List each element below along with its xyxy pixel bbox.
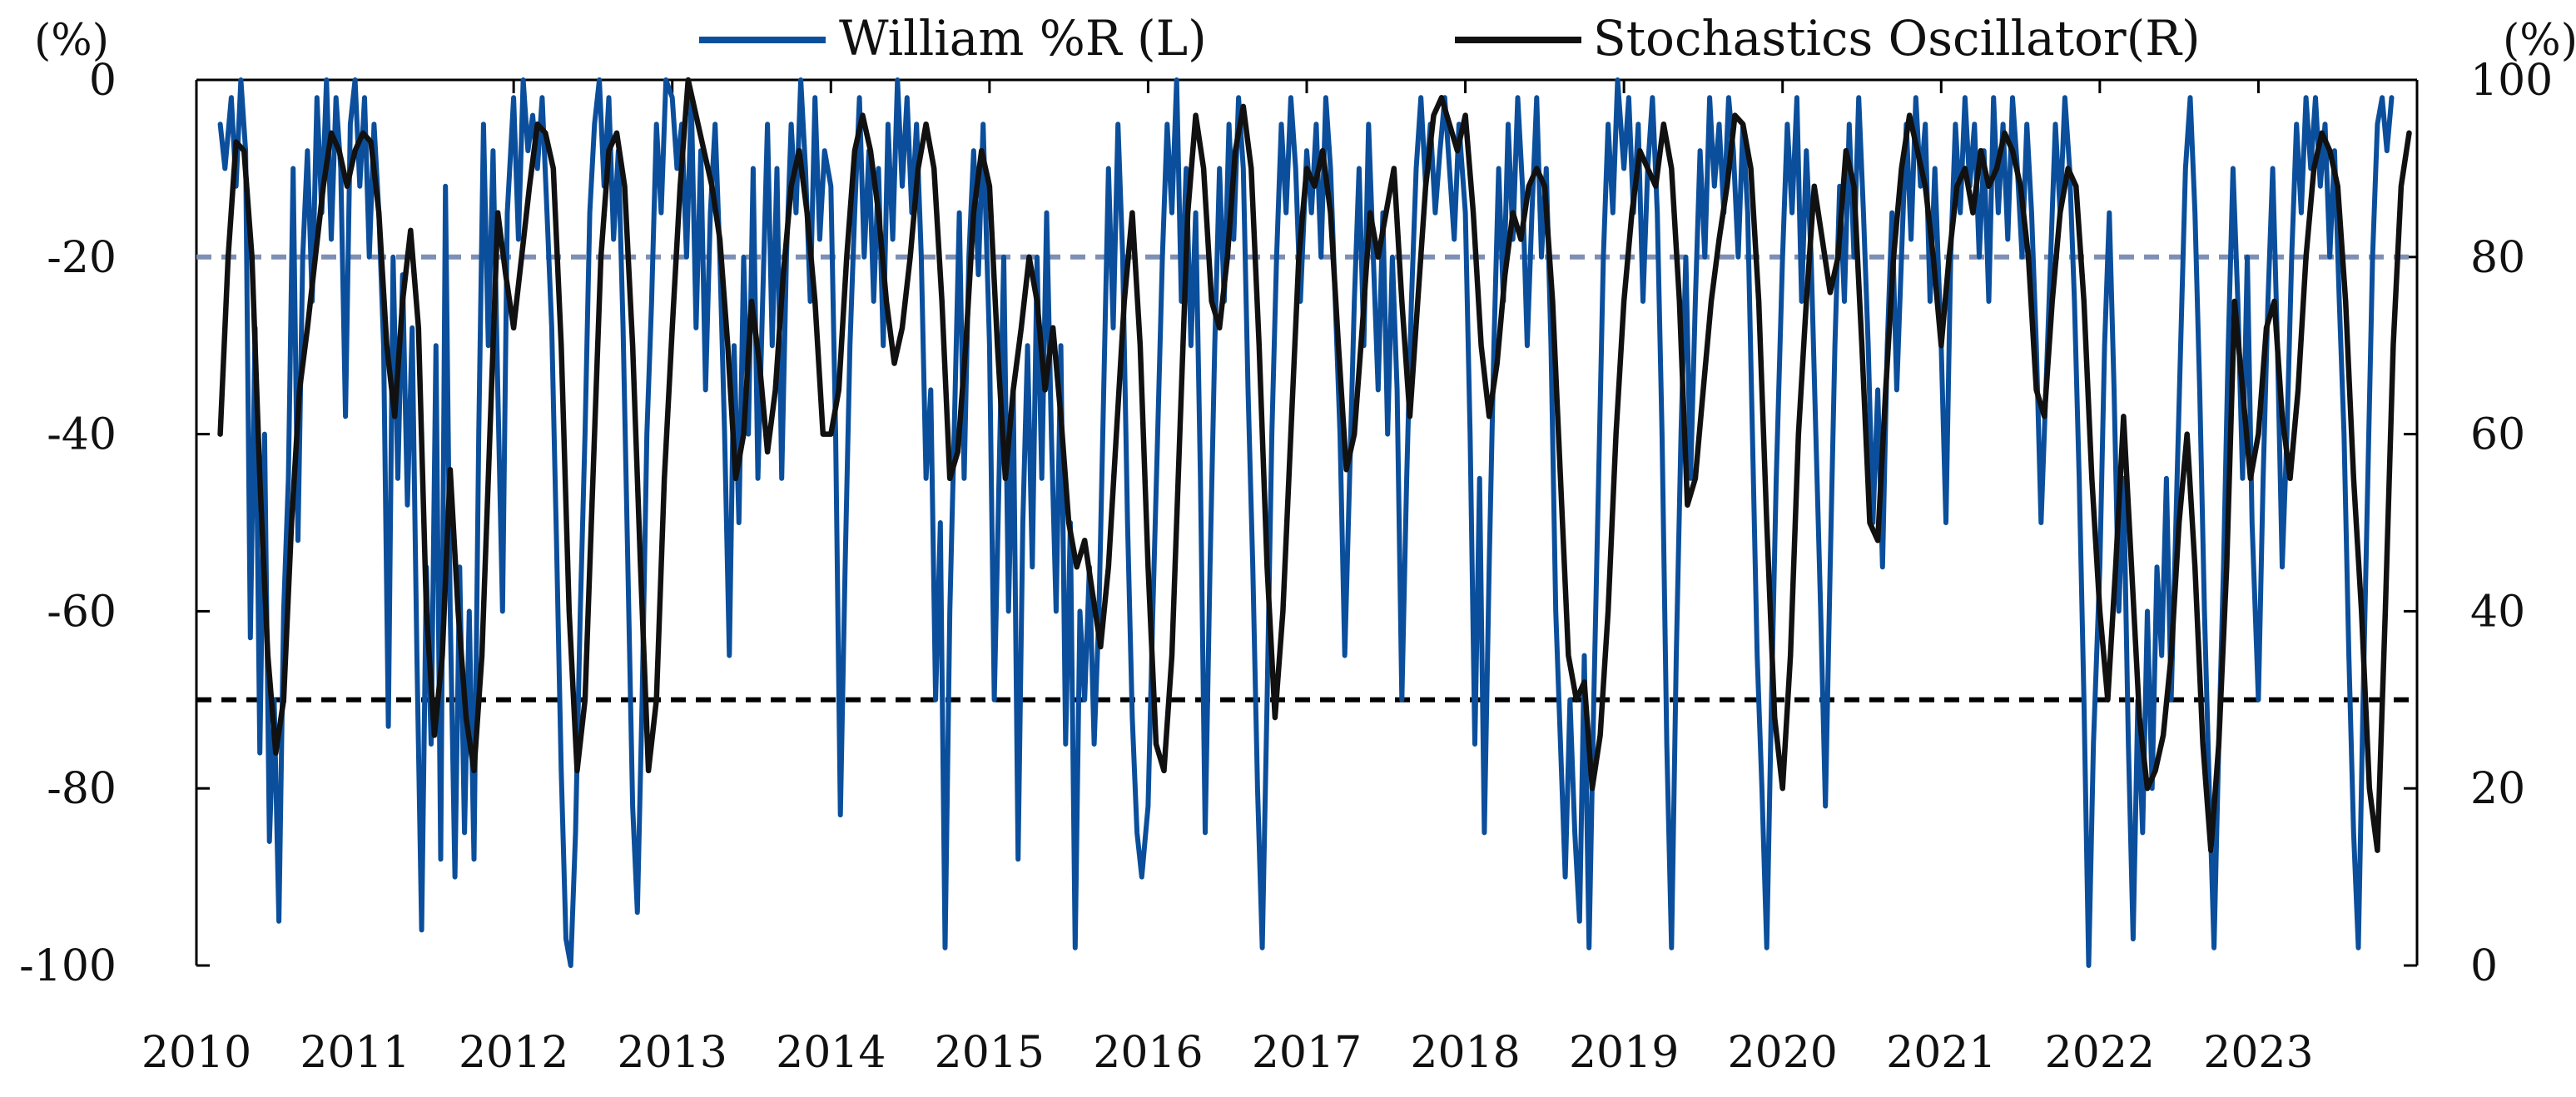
legend-label-william: William %R (L) [839,10,1207,67]
x-tick-label: 2012 [459,1028,568,1078]
x-tick-label: 2022 [2045,1028,2155,1078]
left-axis-unit: (%) [34,16,109,66]
x-tick-label: 2010 [141,1028,251,1078]
series-layer [217,77,2412,968]
right-tick-label: 80 [2470,233,2525,283]
x-tick-label: 2018 [1410,1028,1520,1078]
x-tick-label: 2019 [1569,1028,1679,1078]
left-tick-label: -80 [47,764,117,814]
series-line-william-r [217,77,2395,968]
x-tick-label: 2014 [776,1028,886,1078]
right-tick-label: 20 [2470,764,2525,814]
x-tick-label: 2013 [618,1028,727,1078]
left-tick-label: -60 [47,587,117,637]
x-tick-label: 2017 [1252,1028,1362,1078]
reference-lines [196,254,2417,702]
axis-ticks: 0 -20 -40 -60 -80 -100 100 80 60 40 20 0 2010 2011 201… [19,56,2553,1078]
right-tick-label: 40 [2470,587,2525,637]
x-tick-label: 2023 [2203,1028,2313,1078]
right-axis-unit: (%) [2503,16,2576,66]
right-tick-label: 60 [2470,410,2525,460]
left-tick-label: -100 [19,941,117,991]
x-tick-label: 2011 [300,1028,409,1078]
x-tick-label: 2021 [1886,1028,1996,1078]
left-tick-label: -20 [47,233,117,283]
left-tick-label: -40 [47,410,117,460]
legend-label-stochastics: Stochastics Oscillator(R) [1593,10,2201,67]
x-tick-label: 2016 [1093,1028,1203,1078]
right-tick-label: 100 [2470,56,2553,106]
right-tick-label: 0 [2470,941,2498,991]
series-line-stochastics [217,77,2412,853]
x-tick-label: 2020 [1728,1028,1838,1078]
x-tick-label: 2015 [935,1028,1045,1078]
legend: William %R (L) Stochastics Oscillator(R) [699,10,2201,67]
left-tick-label: 0 [89,56,117,106]
